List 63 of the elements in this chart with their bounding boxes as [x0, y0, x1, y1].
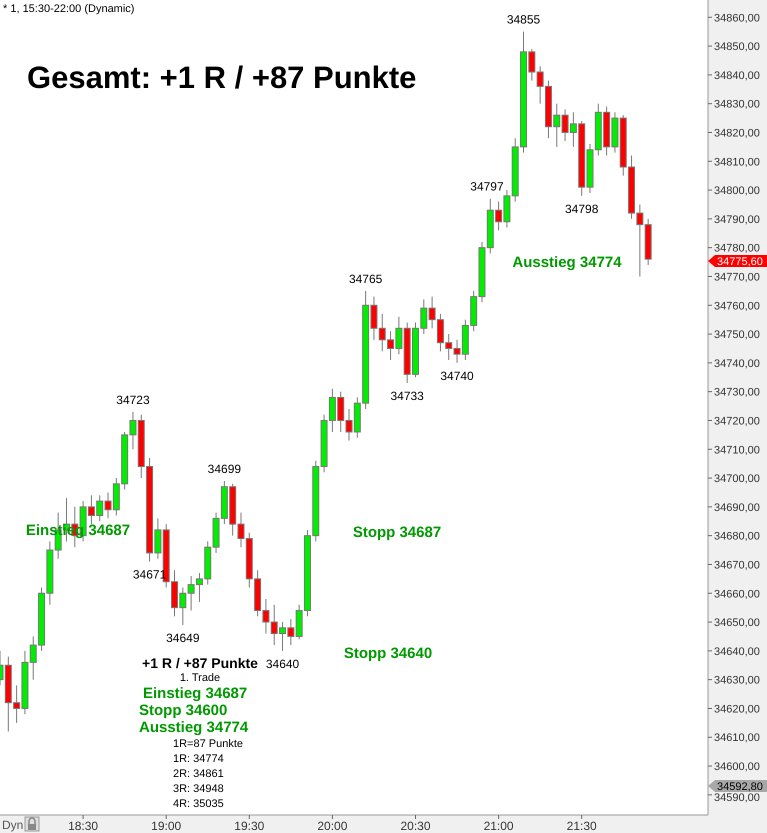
annotation: 4R: 35035 [173, 798, 224, 810]
annotation: 34797 [470, 180, 504, 194]
y-tick-label: 34800,00 [714, 185, 760, 198]
text: 34592,80 [717, 781, 763, 793]
y-tick-label: 34620,00 [714, 703, 760, 716]
annotation: Einstieg 34687 [143, 685, 248, 702]
annotation: 34699 [208, 462, 242, 476]
y-tick-label: 34780,00 [714, 242, 760, 255]
text: Dyn [2, 818, 24, 832]
y-tick-label: 34830,00 [714, 98, 760, 111]
x-tick-label: 19:30 [234, 819, 265, 833]
y-tick-label: 34710,00 [714, 444, 760, 456]
annotation: 1R=87 Punkte [173, 738, 244, 750]
y-tick-label: 34640,00 [714, 646, 760, 658]
y-tick-label: 34750,00 [714, 329, 760, 342]
y-tick-label: 34680,00 [714, 530, 760, 543]
y-tick-label: 34610,00 [714, 732, 760, 744]
annotation: 3R: 34948 [173, 783, 224, 795]
y-tick-label: 34660,00 [714, 588, 760, 600]
y-tick-label: 34630,00 [714, 674, 760, 687]
chart-subtitle: * 1, 15:30-22:00 (Dynamic) [3, 3, 134, 15]
x-tick-label: 18:30 [68, 819, 98, 833]
y-tick-label: 34670,00 [714, 559, 760, 572]
y-tick-label: 34740,00 [714, 358, 760, 370]
annotation: 2R: 34861 [173, 768, 224, 780]
x-tick-label: 21:00 [484, 819, 514, 833]
annotation: 34798 [565, 202, 599, 216]
y-tick-label: 34720,00 [714, 415, 760, 428]
y-tick-label: 34810,00 [714, 156, 760, 168]
annotation: 1. Trade [180, 672, 220, 684]
x-tick-label: 20:30 [400, 819, 431, 833]
annotation: 34855 [506, 12, 541, 27]
y-tick-label: 34760,00 [714, 300, 760, 312]
annotation: 34640 [266, 656, 300, 671]
annotation: Ausstieg 34774 [512, 254, 622, 271]
annotation: Stopp 34640 [344, 645, 432, 662]
annotation: 34765 [348, 272, 383, 286]
y-tick-label: 34790,00 [714, 214, 760, 226]
annotation: 34740 [440, 368, 474, 383]
y-tick-label: 34730,00 [714, 386, 760, 399]
text: Gesamt: +1 R / +87 Punkte [27, 60, 416, 95]
y-tick-label: 34770,00 [714, 271, 760, 284]
annotation: 34649 [166, 630, 200, 645]
y-tick-label: 34690,00 [714, 502, 760, 514]
annotation: 1R: 34774 [173, 753, 224, 765]
x-tick-label: 20:00 [317, 819, 348, 833]
annotation: Stopp 34600 [139, 702, 228, 719]
x-tick-label: 19:00 [151, 819, 182, 833]
y-tick-label: 34700,00 [714, 473, 760, 486]
y-tick-label: 34860,00 [714, 12, 760, 24]
y-tick-label: 34600,00 [714, 761, 760, 774]
y-tick-label: 34590,00 [714, 792, 760, 804]
annotation: Ausstieg 34774 [139, 719, 249, 736]
text: 34775,60 [717, 256, 763, 268]
y-tick-label: 34850,00 [714, 41, 760, 54]
annotation: 34733 [390, 389, 424, 404]
y-tick-label: 34650,00 [714, 617, 760, 630]
x-tick-label: 21:30 [566, 819, 598, 833]
y-tick-label: 34820,00 [714, 127, 760, 140]
annotation: +1 R / +87 Punkte [142, 655, 258, 671]
annotation: Stopp 34687 [352, 524, 442, 541]
annotation: 34723 [116, 392, 150, 407]
y-tick-label: 34840,00 [714, 70, 760, 82]
